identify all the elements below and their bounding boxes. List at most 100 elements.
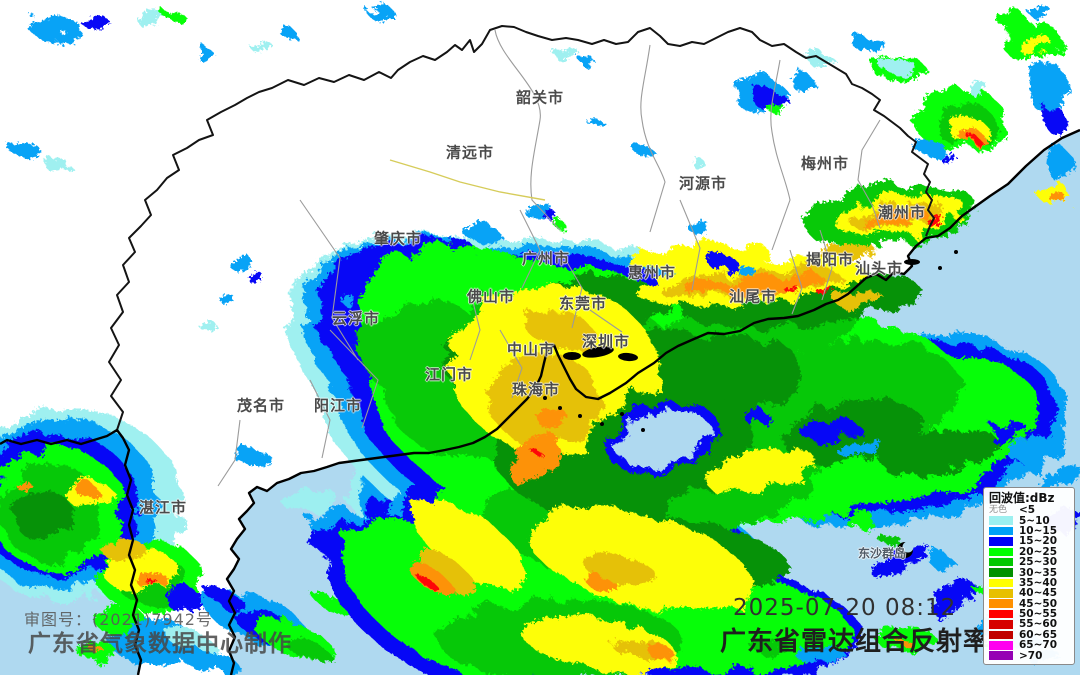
radar-echo-y [1019,34,1051,56]
legend-value: 20~25 [1019,545,1058,558]
legend-swatch [989,578,1013,588]
radar-echo-o [407,560,453,596]
radar-echo-c3 [544,214,560,222]
radar-echo-c3 [81,15,109,29]
legend-row: 15~20 [989,536,1070,547]
city-label: 珠海市 [511,380,561,399]
radar-echo-g1 [162,9,182,19]
radar-echo-c2 [1036,467,1080,493]
islands [543,250,958,558]
radar-echo-c2 [795,646,845,664]
radar-echo-y [413,500,527,590]
legend-row: 30~35 [989,567,1070,578]
radar-echo-c2 [227,254,253,270]
radar-echo-o [515,433,565,467]
legend-row: 35~40 [989,578,1070,588]
radar-echo-g1 [877,626,933,650]
radar-echo-sea [615,409,709,467]
radar-echo-o [136,571,168,589]
radar-echo-gd [416,548,474,592]
radar-echo-o [1049,193,1067,203]
legend-value: 60~65 [1019,628,1058,641]
radar-echo-g1 [771,107,789,117]
radar-echo-g3 [879,426,1001,478]
radar-echo-c1 [165,626,215,654]
map-approval-number: 审图号：(2021)7942号 [24,610,213,629]
radar-echo-r [531,449,541,455]
coastline [0,128,1080,675]
legend-row: 60~65 [989,630,1070,640]
radar-echo-o [858,208,928,228]
radar-echo-gd [524,309,596,351]
city-label: 揭阳市 [805,250,855,269]
radar-echo-g1 [844,512,876,528]
radar-echo-c3 [165,590,205,610]
legend-row: 无色 <5 [989,505,1070,516]
legend-swatch [989,516,1013,525]
radar-echo-c1 [248,40,272,50]
radar-echo-c2 [220,295,236,305]
city-label: 佛山市 [466,287,516,306]
legend-panel: 回波值:dBz 无色 <5 5~10 10~15 15~20 20~25 25~30 30~3… [983,487,1075,665]
radar-echo-g2 [879,535,901,545]
legend-value: 10~15 [1019,524,1058,537]
legend-row: >70 [989,649,1070,662]
radar-echo-c1 [968,84,992,96]
radar-echo-o [896,638,910,644]
radar-echo-g2 [748,636,792,654]
radar-echo-g1 [313,593,347,611]
radar-echo-g1 [700,655,760,675]
radar-echo-c3 [708,254,736,270]
radar-echo-c2 [1031,62,1065,114]
radar-echo-c3 [929,584,981,616]
legend-row: 50~55 [989,609,1070,619]
radar-echo-c3 [450,242,474,254]
city-label: 梅州市 [800,154,850,173]
city-label: 中山市 [506,340,556,359]
radar-echo-o [646,645,674,659]
radar-echo-c2 [788,72,812,88]
product-title: 广东省雷达组合反射率 [720,627,991,657]
radar-echo-c3 [744,412,772,424]
radar-echo-c2 [916,139,944,157]
legend-row: 25~30 [989,557,1070,567]
radar-echo-c2 [1047,145,1073,185]
legend-value: >70 [1019,649,1043,662]
radar-echo-y [527,506,753,614]
legend-row: 40~45 [989,587,1070,600]
radar-echo-o [536,407,568,429]
city-label: 汕尾市 [728,287,778,306]
legend-value: 45~50 [1019,597,1058,610]
radar-echo-c2 [1028,6,1052,18]
legend-swatch [989,620,1013,629]
radar-echo-c2 [580,58,596,66]
radar-echo-c2 [854,37,886,53]
radar-echo-c3 [802,418,858,442]
radar-echo-c2 [587,117,603,127]
legend-swatch [989,537,1013,546]
radar-echo-c2 [688,222,712,234]
city-label: 潮州市 [877,203,927,222]
radar-echo-c3 [871,542,929,578]
legend-swatch [989,547,1013,556]
city-label: 汕头市 [854,259,904,278]
radar-echo-g1 [996,13,1028,27]
city-label: 惠州市 [627,263,677,282]
radar-echo-c2 [29,16,81,40]
legend-value: 50~55 [1019,608,1058,621]
radar-echo-c2 [636,147,654,157]
city-label: 阳江市 [313,396,363,415]
city-label: 东沙群岛 [857,546,907,561]
radar-echo-c3 [988,422,1028,442]
radar-echo-r [925,216,945,224]
legend-value: 5~10 [1019,514,1050,527]
legend-value: 40~45 [1019,587,1058,600]
city-label: 广州市 [521,249,571,268]
producer-watermark: 广东省气象数据中心制作 [28,631,292,657]
city-borders [217,29,881,487]
legend-swatch [989,641,1013,650]
radar-echo-c1 [882,60,918,76]
legend-row: 55~60 [989,619,1070,630]
radar-echo-o [12,477,28,487]
